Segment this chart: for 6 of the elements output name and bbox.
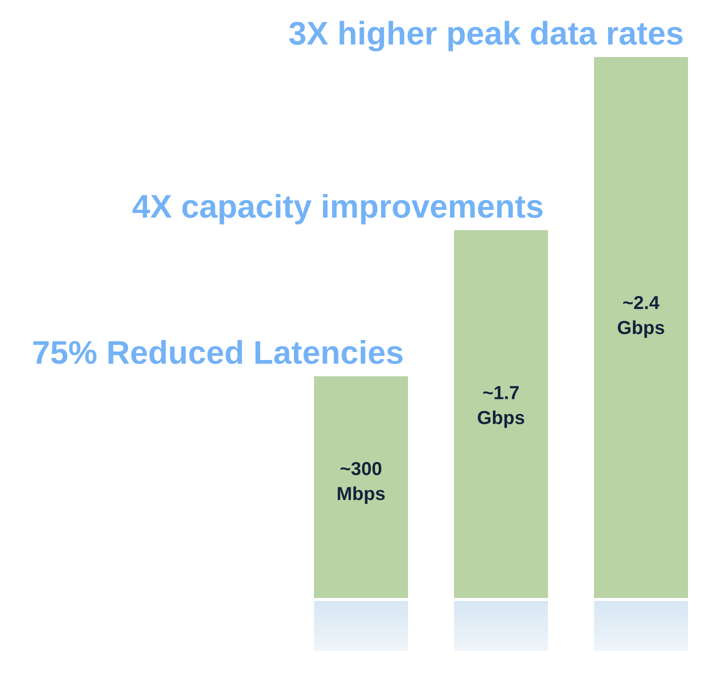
text: 3X higher peak data rates [289, 20, 683, 52]
annotation: 75% Reduced Latencies [33, 340, 403, 364]
annotation: 4X capacity improvements [132, 194, 543, 224]
annotation: ~300 Mbps [338, 462, 385, 504]
annotation: ~1.7 Gbps [478, 386, 524, 428]
annotation: ~2.4 Gbps [618, 296, 664, 338]
